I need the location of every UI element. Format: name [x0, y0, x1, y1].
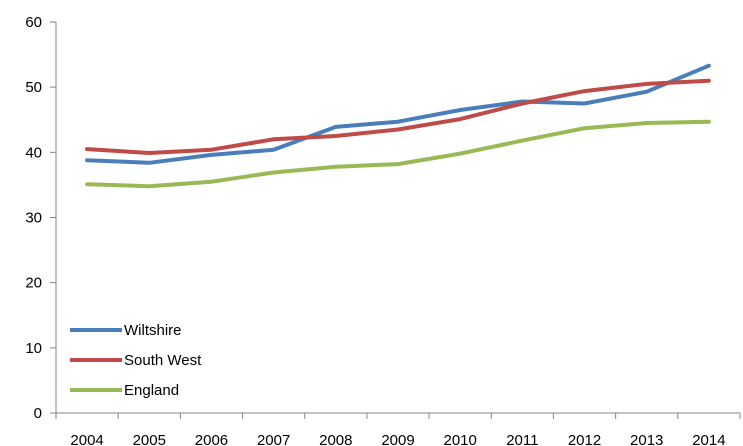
- series-line-wiltshire: [85, 63, 711, 165]
- x-tick-label: 2013: [630, 432, 663, 446]
- x-ticks: 2004 2005 2006 2007 2008 2009 2010 2011 2012 2013…: [55, 413, 741, 446]
- y-tick-label: 30: [25, 210, 42, 227]
- x-tick-label: 2006: [195, 432, 228, 446]
- x-tick-label: 2005: [133, 432, 166, 446]
- legend-label-wiltshire: Wiltshire: [124, 322, 182, 339]
- y-ticks: 0 10 20 30 40 50 60: [25, 14, 56, 422]
- y-tick-label: 60: [25, 14, 42, 31]
- x-tick-label: 2012: [568, 432, 601, 446]
- y-tick-label: 20: [25, 275, 42, 292]
- series-line-england: [85, 119, 711, 189]
- legend: Wiltshire South West England: [70, 322, 202, 399]
- series-line-south-west: [85, 78, 711, 155]
- y-tick-label: 40: [25, 144, 42, 161]
- x-tick-label: 2004: [70, 432, 103, 446]
- legend-label-south-west: South West: [124, 352, 202, 369]
- x-tick-label: 2014: [692, 432, 725, 446]
- y-tick-label: 0: [34, 405, 42, 422]
- x-tick-label: 2007: [257, 432, 290, 446]
- legend-label-england: England: [124, 382, 179, 399]
- x-tick-label: 2008: [319, 432, 352, 446]
- y-tick-label: 50: [25, 79, 42, 96]
- x-tick-label: 2009: [381, 432, 414, 446]
- series-layer: [85, 63, 711, 189]
- y-tick-label: 10: [25, 340, 42, 357]
- x-tick-label: 2011: [506, 432, 538, 446]
- x-tick-label: 2010: [443, 432, 476, 446]
